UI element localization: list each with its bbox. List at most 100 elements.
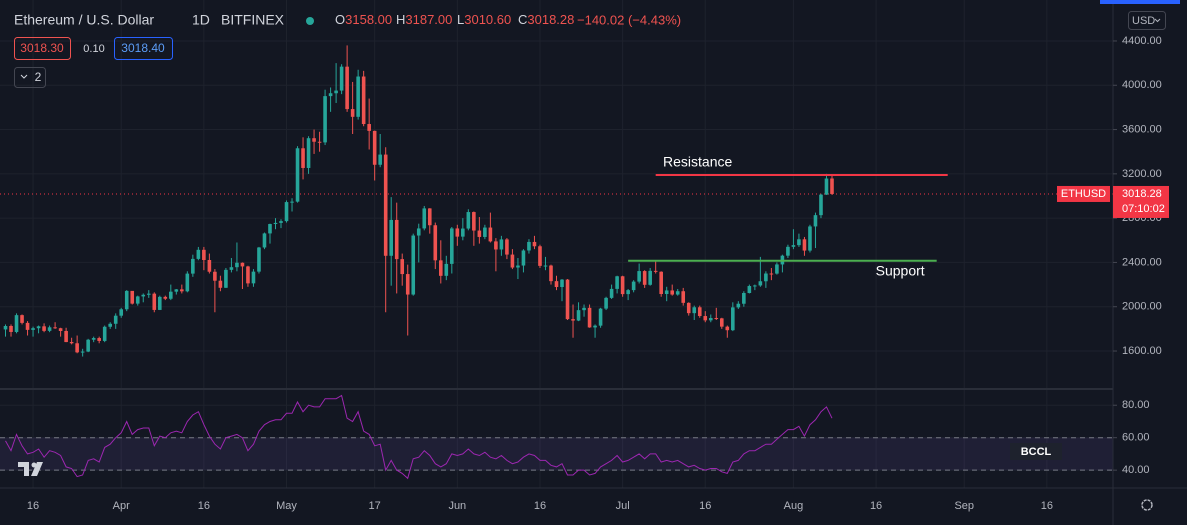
candle-body: [86, 339, 90, 352]
candle-body: [659, 271, 663, 294]
price-badge: [1113, 185, 1169, 218]
watermark: BCCL: [1021, 446, 1052, 458]
y-tick-label: 1600.00: [1122, 345, 1162, 357]
candle-body: [169, 291, 173, 299]
candle-body: [549, 265, 553, 282]
interval: 1D: [192, 12, 210, 28]
candle-body: [731, 307, 735, 331]
candle-body: [753, 285, 757, 287]
indicators-toggle[interactable]: [14, 67, 46, 88]
ohlc-value: 3158.00: [345, 12, 392, 27]
candle-body: [653, 270, 658, 272]
candle-body: [494, 241, 498, 250]
ohlc: O3158.00 H3187.00 L3010.60 C3018.28: [335, 12, 574, 27]
buy-button[interactable]: [114, 37, 173, 60]
candle-body: [405, 274, 410, 295]
candle-body: [571, 319, 575, 321]
candle-body: [262, 233, 267, 248]
candle-body: [69, 342, 74, 344]
x-tick-label: May: [276, 500, 297, 512]
y-tick-label: 2400.00: [1122, 256, 1162, 268]
buy-price[interactable]: 3018.40: [121, 41, 165, 55]
y-tick-label: 4000.00: [1122, 79, 1162, 91]
x-tick-label: Sep: [954, 500, 974, 512]
candle-body: [119, 309, 124, 316]
candle-body: [97, 338, 101, 341]
candle-body: [345, 66, 349, 110]
y-tick-label: 2000.00: [1122, 301, 1162, 313]
candle-body: [411, 235, 416, 295]
candle-body: [560, 279, 564, 288]
annotation-label: Resistance: [663, 154, 732, 170]
candle-body: [3, 325, 8, 330]
candle-body: [202, 249, 206, 260]
x-tick-label: 17: [369, 500, 381, 512]
x-tick-label: 16: [870, 500, 882, 512]
candle-body: [670, 290, 675, 295]
x-tick-label: Jun: [448, 500, 466, 512]
candle-body: [218, 280, 223, 288]
candle-body: [620, 276, 625, 295]
change: −140.02 (−4.43%): [577, 12, 681, 27]
candle-body: [389, 219, 394, 256]
settings[interactable]: [1141, 499, 1153, 511]
candle-body: [268, 224, 272, 234]
rsi-line: [5, 394, 833, 480]
candle-body: [477, 230, 482, 237]
currency[interactable]: USD: [1132, 15, 1155, 27]
candle-body: [334, 90, 338, 94]
candle-body: [328, 93, 333, 97]
candle-body: [642, 271, 647, 285]
candle-body: [786, 246, 790, 256]
x-tick-label: 16: [198, 500, 210, 512]
candle-body: [719, 318, 724, 327]
candle-body: [516, 265, 520, 268]
candle-body: [146, 293, 151, 295]
spread: 0.10: [83, 43, 104, 55]
candle-body: [775, 264, 779, 274]
candle-body: [378, 154, 382, 165]
currency-button[interactable]: [1128, 11, 1166, 30]
candle-body: [444, 263, 449, 276]
candle-body: [36, 326, 41, 329]
sell-button[interactable]: [14, 37, 71, 60]
y-tick-label: 40.00: [1122, 464, 1150, 476]
candle-body: [130, 290, 135, 304]
symbol-badge-label: ETHUSD: [1061, 188, 1106, 200]
candle-body: [229, 267, 234, 270]
candle-body: [510, 254, 515, 268]
y-tick-label: 80.00: [1122, 399, 1150, 411]
candle-body: [372, 130, 377, 165]
candle-body: [400, 259, 405, 275]
settings-icon[interactable]: [1141, 499, 1153, 511]
candle-body: [367, 124, 371, 131]
candle-body: [819, 194, 823, 216]
candle-body: [797, 239, 801, 246]
candle-body: [708, 318, 713, 321]
candle-body: [664, 290, 669, 294]
candle-body: [312, 138, 316, 142]
candle-body: [20, 315, 24, 323]
ohlc-value: 3187.00: [405, 12, 452, 27]
candle-body: [697, 307, 702, 317]
candle-body: [472, 212, 476, 231]
candle-body: [742, 292, 746, 304]
candle-body: [802, 239, 807, 251]
candle-body: [648, 270, 652, 285]
candle-body: [791, 245, 796, 247]
candle-body: [108, 323, 112, 327]
candle-body: [587, 307, 592, 328]
candle-body: [251, 271, 256, 284]
indicators-count[interactable]: 2: [35, 70, 42, 84]
candle-body: [152, 293, 157, 310]
sell-price[interactable]: 3018.30: [20, 41, 64, 55]
candle-body: [350, 109, 355, 117]
candle-body: [824, 178, 829, 195]
candle-body: [91, 338, 96, 340]
candle-body: [14, 315, 19, 332]
candle-body: [736, 303, 741, 308]
candle-body: [714, 318, 719, 320]
candle-body: [9, 325, 13, 332]
candle-body: [163, 296, 168, 299]
candle-body: [466, 212, 471, 229]
